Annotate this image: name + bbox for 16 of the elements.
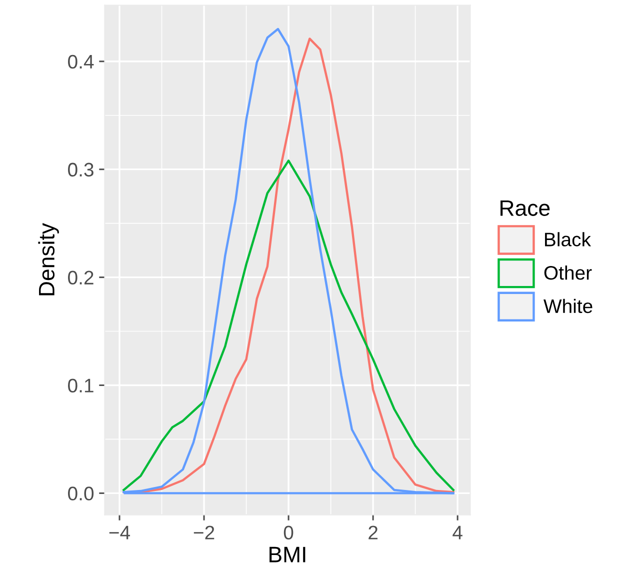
y-tick-label: 0.3	[68, 162, 94, 177]
x-tick-label: 2	[368, 526, 378, 540]
x-tick-label: 0	[284, 526, 294, 540]
y-tick-label: 0.0	[68, 486, 94, 500]
x-tick-label: 4	[452, 526, 462, 540]
legend-label: Other	[544, 265, 592, 280]
x-tick-label: −4	[109, 526, 130, 540]
y-tick-label: 0.4	[68, 54, 94, 69]
x-tick-label: −2	[194, 526, 214, 540]
legend-label: Black	[545, 232, 592, 246]
y-axis-title: Density	[38, 223, 59, 296]
legend-title: Race	[500, 200, 550, 216]
legend-label: White	[544, 298, 592, 314]
y-tick-label: 0.2	[68, 270, 94, 285]
y-tick-label: 0.1	[68, 378, 94, 392]
x-axis-title: BMI	[270, 546, 306, 562]
